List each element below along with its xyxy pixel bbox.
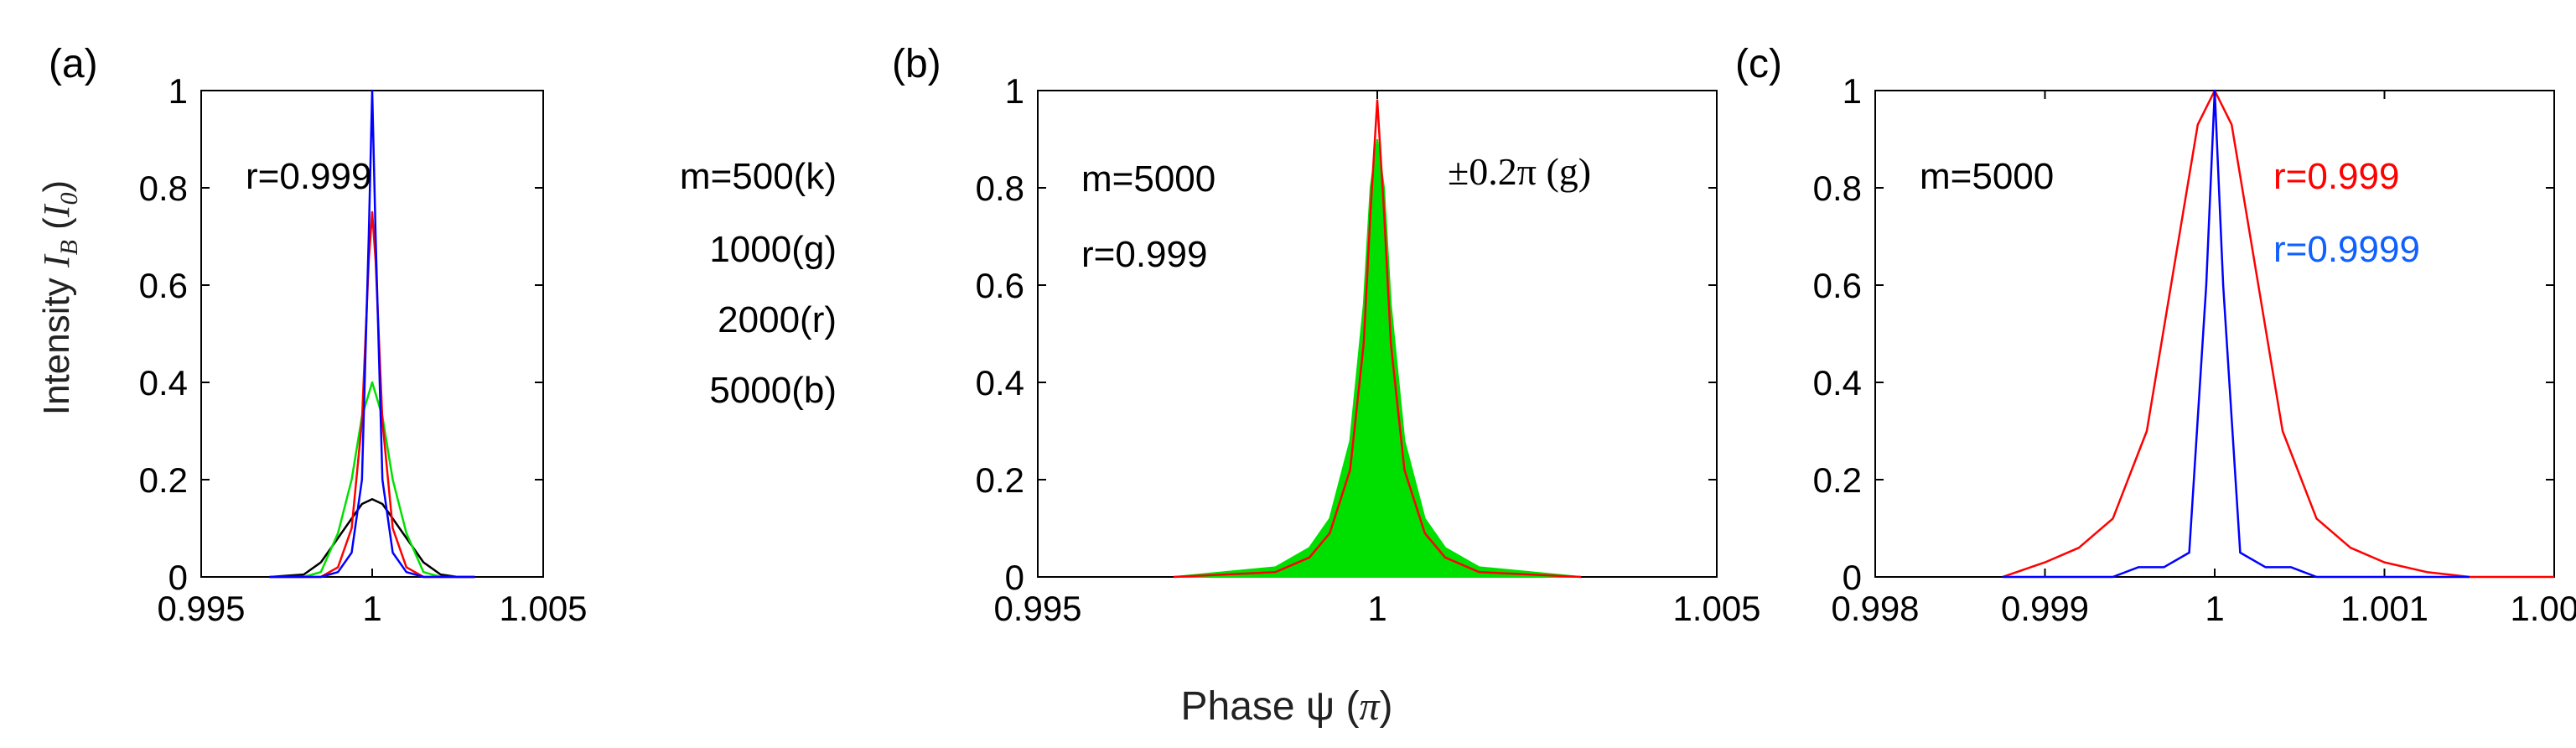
panel-a-plot-area: [269, 89, 475, 579]
y-tick-label: 0: [1843, 558, 1862, 597]
annotation-r-value: r=0.999: [246, 156, 371, 197]
x-tick-label: 0.998: [1831, 589, 1919, 628]
x-tick-label: 0.999: [2001, 589, 2089, 628]
y-tick-label: 0: [1005, 558, 1024, 597]
series-line-1: [269, 381, 475, 579]
series-line-0: [269, 497, 475, 579]
series-line-3: [269, 89, 475, 579]
annotation-phase-range: ±0.2π (g): [1448, 150, 1591, 193]
annotation-m-1000: 1000(g): [709, 229, 837, 270]
annotation-m-5000: m=5000: [1081, 158, 1215, 200]
panel-b-plot-area: [1173, 99, 1582, 579]
y-tick-label: 0.8: [1813, 169, 1862, 208]
x-tick-label: 1.002: [2510, 589, 2576, 628]
x-tick-label: 0.995: [993, 589, 1081, 628]
y-tick-label: 0.4: [1813, 363, 1862, 403]
x-axis-label: Phase ψ (π): [1180, 684, 1392, 729]
annotation-m-500: m=500(k): [680, 156, 837, 197]
legend-r-0999: r=0.999: [2273, 156, 2399, 197]
panel-b: (b) 0 0.2 0.4 0.6 0.8 1 0.995 1 1.005 m=5000 r=0…: [892, 42, 1761, 628]
x-tick-label: 0.995: [157, 589, 245, 628]
legend-r-09999: r=0.9999: [2273, 229, 2420, 270]
panel-b-ticks: 0 0.2 0.4 0.6 0.8 1 0.995 1 1.005: [976, 71, 1761, 628]
x-tick-label: 1: [2205, 589, 2224, 628]
annotation-m-5000: m=5000: [1920, 156, 2054, 197]
y-axis-label: Intensity IB (I0): [36, 180, 83, 415]
y-tick-label: 0.8: [139, 169, 188, 208]
y-tick-label: 0.2: [976, 460, 1024, 500]
y-tick-label: 0.6: [139, 266, 188, 305]
panel-a-label: (a): [49, 42, 98, 86]
panel-c-label: (c): [1735, 42, 1782, 86]
annotation-m-5000: 5000(b): [709, 370, 837, 411]
series-line-1: [2002, 89, 2470, 579]
x-tick-label: 1.001: [2340, 589, 2428, 628]
x-tick-label: 1: [1367, 589, 1386, 628]
panel-c-plot-area: [2002, 89, 2554, 579]
y-tick-label: 0.2: [139, 460, 188, 500]
annotation-r-value: r=0.999: [1081, 234, 1207, 275]
band-area: [1173, 138, 1582, 578]
y-tick-label: 0.4: [139, 363, 188, 403]
panel-a: (a) 0 0.2 0.4 0.6 0.8 1 0.995 1 1.005 r=0.999 m=…: [49, 42, 837, 628]
x-tick-label: 1.005: [1672, 589, 1760, 628]
panel-a-ticks: 0 0.2 0.4 0.6 0.8 1 0.995 1 1.005: [139, 71, 588, 628]
y-tick-label: 1: [1005, 71, 1024, 111]
x-tick-label: 1: [362, 589, 381, 628]
y-tick-label: 0.8: [976, 169, 1024, 208]
y-tick-label: 0.2: [1813, 460, 1862, 500]
y-tick-label: 0: [168, 558, 188, 597]
series-line-0: [1173, 99, 1582, 579]
x-tick-label: 1.005: [499, 589, 587, 628]
panel-c: (c) 00.20.40.60.810.9980.99911.0011.002 …: [1735, 42, 2576, 628]
annotation-m-2000: 2000(r): [718, 299, 837, 340]
series-line-2: [269, 210, 475, 579]
y-tick-label: 0.6: [1813, 266, 1862, 305]
panel-b-label: (b): [892, 42, 941, 86]
series-line-0: [2002, 89, 2554, 579]
panel-c-ticks: 0 0.2 0.4 0.6 0.8 1 0.998 0.999 1 1.001 1.002: [1813, 71, 2576, 628]
y-tick-label: 1: [1843, 71, 1862, 111]
y-tick-label: 1: [168, 71, 188, 111]
y-tick-label: 0.6: [976, 266, 1024, 305]
y-tick-label: 0.4: [976, 363, 1024, 403]
